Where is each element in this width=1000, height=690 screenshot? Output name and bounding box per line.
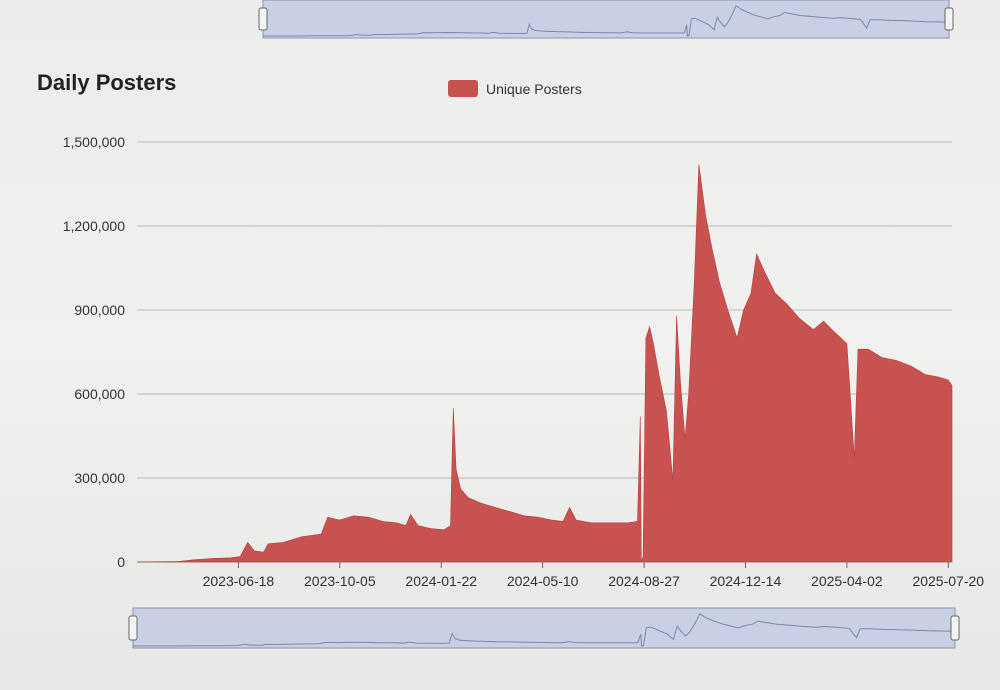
- y-tick-label: 0: [117, 554, 125, 570]
- legend-item-unique-posters[interactable]: Unique Posters: [448, 80, 582, 97]
- x-tick-label: 2023-06-18: [203, 573, 275, 589]
- legend-label: Unique Posters: [486, 80, 582, 97]
- y-tick-label: 300,000: [74, 470, 125, 486]
- y-tick-label: 600,000: [74, 386, 125, 402]
- x-tick-label: 2024-12-14: [710, 573, 782, 589]
- bottom-navigator-handle-left: [128, 615, 138, 641]
- chart-title: Daily Posters: [37, 70, 177, 95]
- bottom-navigator-handle-right: [950, 615, 960, 641]
- series-area-unique-posters: [136, 164, 953, 563]
- top-navigator-line: [263, 4, 950, 37]
- x-tick-label: 2024-05-10: [507, 573, 579, 589]
- legend-swatch: [448, 80, 478, 97]
- area-chart: 0 300,000 600,000 900,000 1,200,000 1,500,000…: [63, 134, 985, 589]
- x-tick-label: 2025-07-20: [912, 573, 984, 589]
- top-navigator-track: [262, 0, 950, 39]
- x-tick-label: 2023-10-05: [304, 573, 376, 589]
- bottom-navigator-line: [133, 613, 956, 647]
- x-tick-label: 2024-01-22: [405, 573, 477, 589]
- top-navigator-handle-left: [258, 7, 268, 31]
- x-tick-label: 2024-08-27: [608, 573, 680, 589]
- x-tick-label: 2025-04-02: [811, 573, 883, 589]
- range-navigator-top[interactable]: [0, 0, 1000, 45]
- y-tick-label: 1,200,000: [63, 218, 125, 234]
- top-navigator-handle-right: [944, 7, 954, 31]
- range-navigator-bottom[interactable]: [0, 600, 1000, 660]
- y-tick-label: 900,000: [74, 302, 125, 318]
- y-tick-label: 1,500,000: [63, 134, 125, 150]
- bottom-navigator-track: [132, 607, 956, 649]
